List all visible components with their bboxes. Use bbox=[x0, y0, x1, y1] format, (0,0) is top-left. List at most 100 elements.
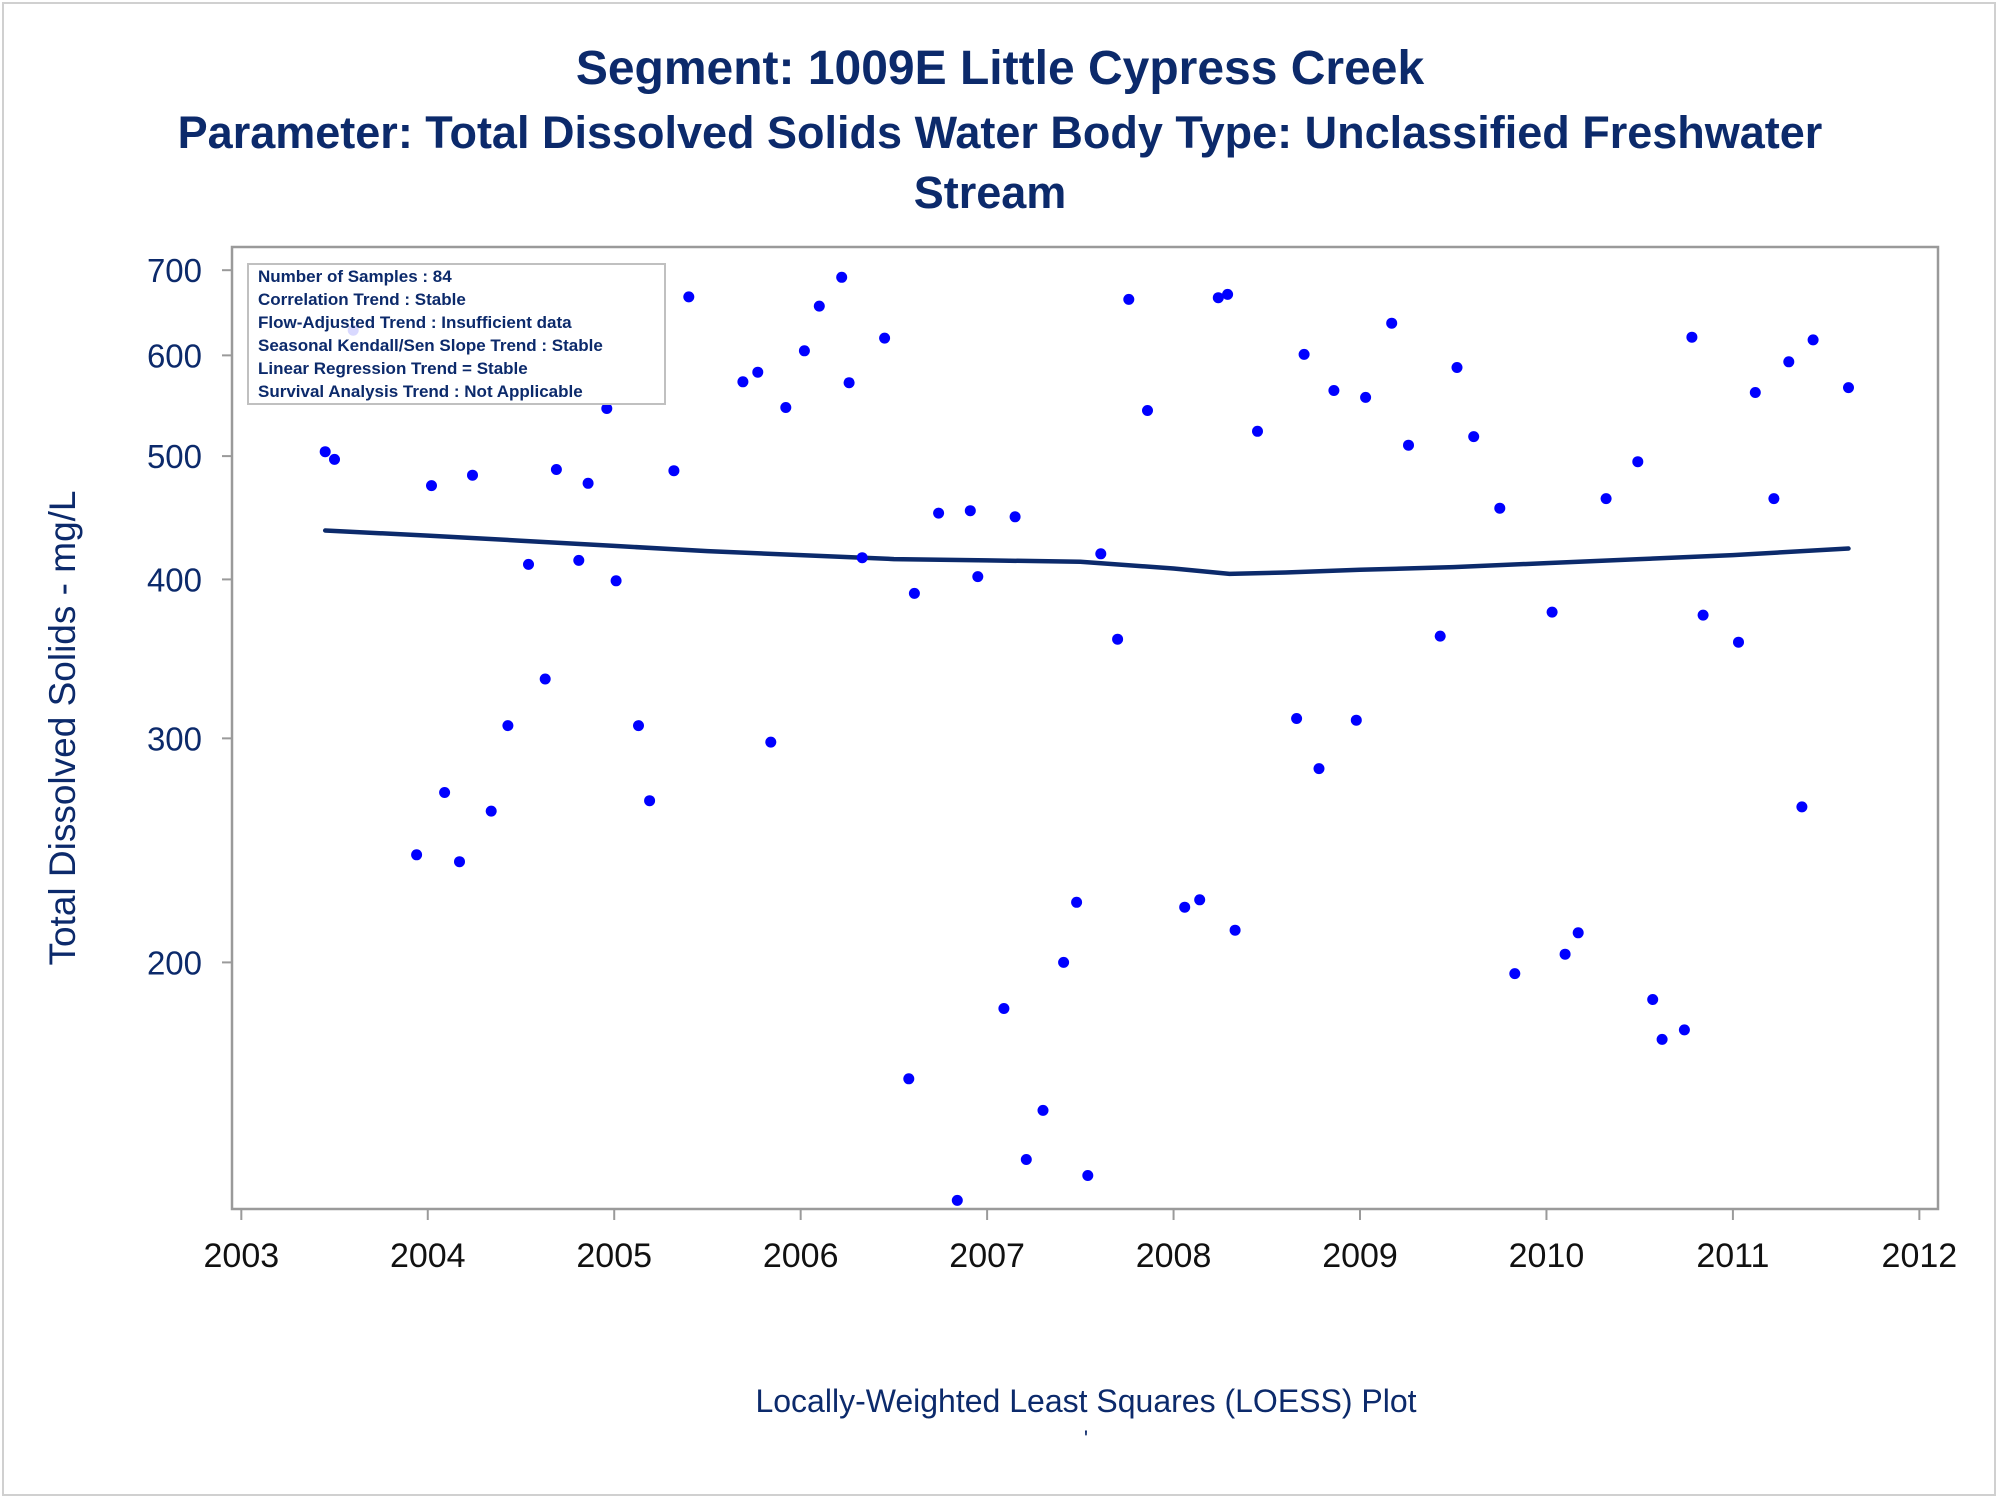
data-point bbox=[1647, 994, 1659, 1005]
chart-subtitle-line2: Stream bbox=[914, 167, 1067, 218]
data-point bbox=[1298, 348, 1310, 360]
data-point bbox=[1360, 391, 1372, 403]
y-axis: 200 300 400 500 600 700 bbox=[147, 252, 232, 981]
data-point bbox=[668, 465, 680, 477]
data-point bbox=[1222, 288, 1234, 300]
y-tick-label: 300 bbox=[147, 720, 202, 757]
x-axis: 2003 2004 2005 2006 2007 2008 2009 2010 2011 2012 bbox=[204, 1209, 1958, 1275]
chart-subtitle-line1: Parameter: Total Dissolved Solids Water … bbox=[178, 107, 1823, 158]
y-tick-label: 400 bbox=[147, 561, 202, 598]
data-point bbox=[329, 453, 340, 465]
data-point bbox=[1796, 801, 1808, 813]
data-point bbox=[780, 402, 792, 413]
data-point bbox=[1020, 1154, 1032, 1165]
data-point bbox=[1252, 425, 1263, 437]
x-tick-label: 2006 bbox=[763, 1237, 839, 1275]
data-point bbox=[1807, 334, 1819, 346]
stats-line-correlation: Correlation Trend : Stable bbox=[258, 290, 466, 309]
data-point bbox=[1123, 293, 1135, 305]
data-point bbox=[1037, 1104, 1049, 1116]
footnote-mark: ' bbox=[1084, 1426, 1088, 1451]
data-point bbox=[964, 505, 976, 517]
data-point bbox=[1494, 502, 1506, 514]
y-tick-label: 700 bbox=[147, 252, 202, 289]
x-tick-label: 2012 bbox=[1882, 1237, 1958, 1275]
data-point bbox=[903, 1073, 915, 1085]
x-tick-label: 2005 bbox=[576, 1237, 652, 1275]
data-point bbox=[644, 795, 656, 807]
data-point bbox=[1212, 292, 1224, 304]
data-point bbox=[1434, 630, 1446, 642]
data-point bbox=[1697, 609, 1709, 621]
data-point bbox=[573, 554, 585, 566]
data-point bbox=[1313, 763, 1325, 775]
data-point bbox=[1291, 713, 1303, 724]
y-tick-label: 500 bbox=[147, 438, 202, 475]
data-point bbox=[1468, 431, 1480, 443]
data-point bbox=[610, 575, 622, 587]
x-tick-label: 2009 bbox=[1322, 1237, 1398, 1275]
data-point bbox=[683, 291, 695, 303]
data-point bbox=[856, 552, 868, 564]
data-point bbox=[1843, 382, 1854, 394]
data-point bbox=[1112, 633, 1124, 645]
data-point bbox=[1009, 511, 1021, 523]
stats-line-flow-adjusted: Flow-Adjusted Trend : Insufficient data bbox=[258, 313, 572, 332]
stats-line-survival: Survival Analysis Trend : Not Applicable bbox=[258, 382, 583, 401]
data-point bbox=[843, 377, 855, 389]
data-point bbox=[1451, 362, 1463, 373]
plot-area-border bbox=[230, 245, 1940, 1211]
data-point bbox=[1350, 714, 1362, 726]
data-point bbox=[539, 673, 551, 685]
data-point bbox=[813, 300, 825, 312]
y-axis-label: Total Dissolved Solids - mg/L bbox=[42, 490, 83, 965]
data-point bbox=[601, 403, 613, 414]
data-point bbox=[908, 587, 920, 599]
x-tick-label: 2011 bbox=[1696, 1237, 1769, 1275]
data-point bbox=[1546, 606, 1558, 618]
data-point bbox=[1071, 896, 1083, 908]
stats-box: Number of Samples : 84 Correlation Trend… bbox=[247, 263, 666, 405]
points-layer bbox=[319, 271, 1854, 1206]
stats-line-samples: Number of Samples : 84 bbox=[258, 267, 452, 286]
data-point bbox=[879, 332, 891, 344]
data-point bbox=[633, 720, 644, 732]
data-point bbox=[752, 366, 764, 378]
data-point bbox=[1386, 317, 1398, 329]
data-point bbox=[1229, 924, 1241, 936]
chart-title: Segment: 1009E Little Cypress Creek bbox=[576, 42, 1425, 95]
footnote: Locally-Weighted Least Squares (LOESS) P… bbox=[755, 1383, 1416, 1419]
data-point bbox=[798, 345, 810, 357]
data-point bbox=[502, 720, 514, 732]
data-point bbox=[1095, 548, 1107, 560]
data-point bbox=[1678, 1024, 1690, 1036]
x-tick-label: 2003 bbox=[204, 1237, 280, 1275]
data-point bbox=[485, 805, 497, 817]
data-point bbox=[523, 558, 534, 570]
data-point bbox=[1082, 1170, 1094, 1181]
data-point bbox=[1403, 439, 1414, 451]
data-point bbox=[467, 469, 478, 481]
data-point bbox=[1768, 493, 1780, 505]
data-point bbox=[454, 856, 465, 868]
data-point bbox=[836, 271, 848, 283]
y-tick-label: 200 bbox=[147, 944, 202, 981]
data-point bbox=[1686, 331, 1698, 343]
data-point bbox=[1328, 385, 1340, 396]
data-point bbox=[1632, 456, 1644, 468]
data-point bbox=[1600, 493, 1612, 505]
data-point bbox=[1733, 636, 1744, 648]
data-point bbox=[737, 376, 749, 388]
data-point bbox=[933, 507, 945, 519]
stats-box-border bbox=[247, 263, 666, 405]
stats-line-linear-regression: Linear Regression Trend = Stable bbox=[258, 359, 528, 378]
y-tick-label: 600 bbox=[147, 337, 202, 374]
data-point bbox=[439, 787, 451, 798]
data-point bbox=[1194, 894, 1206, 906]
data-point bbox=[426, 480, 437, 492]
x-tick-label: 2004 bbox=[390, 1237, 466, 1275]
stats-line-seasonal-kendall: Seasonal Kendall/Sen Slope Trend : Stabl… bbox=[258, 336, 603, 355]
data-point bbox=[1656, 1033, 1668, 1045]
